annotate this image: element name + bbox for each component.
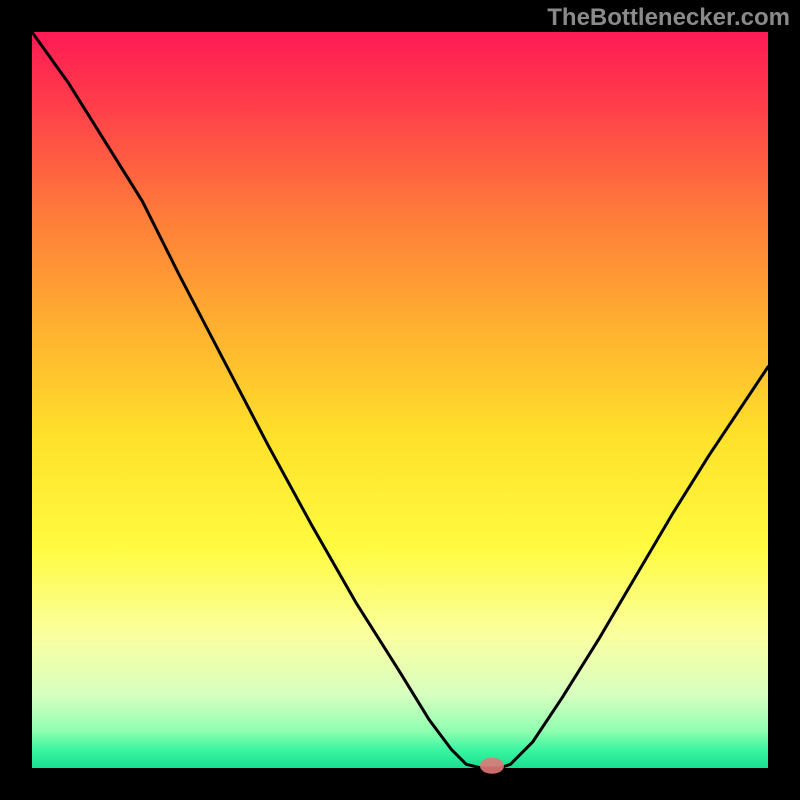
optimal-marker xyxy=(480,758,504,774)
plot-area xyxy=(32,32,768,768)
chart-svg xyxy=(0,0,800,800)
chart-container: TheBottlenecker.com xyxy=(0,0,800,800)
watermark-text: TheBottlenecker.com xyxy=(547,4,790,32)
